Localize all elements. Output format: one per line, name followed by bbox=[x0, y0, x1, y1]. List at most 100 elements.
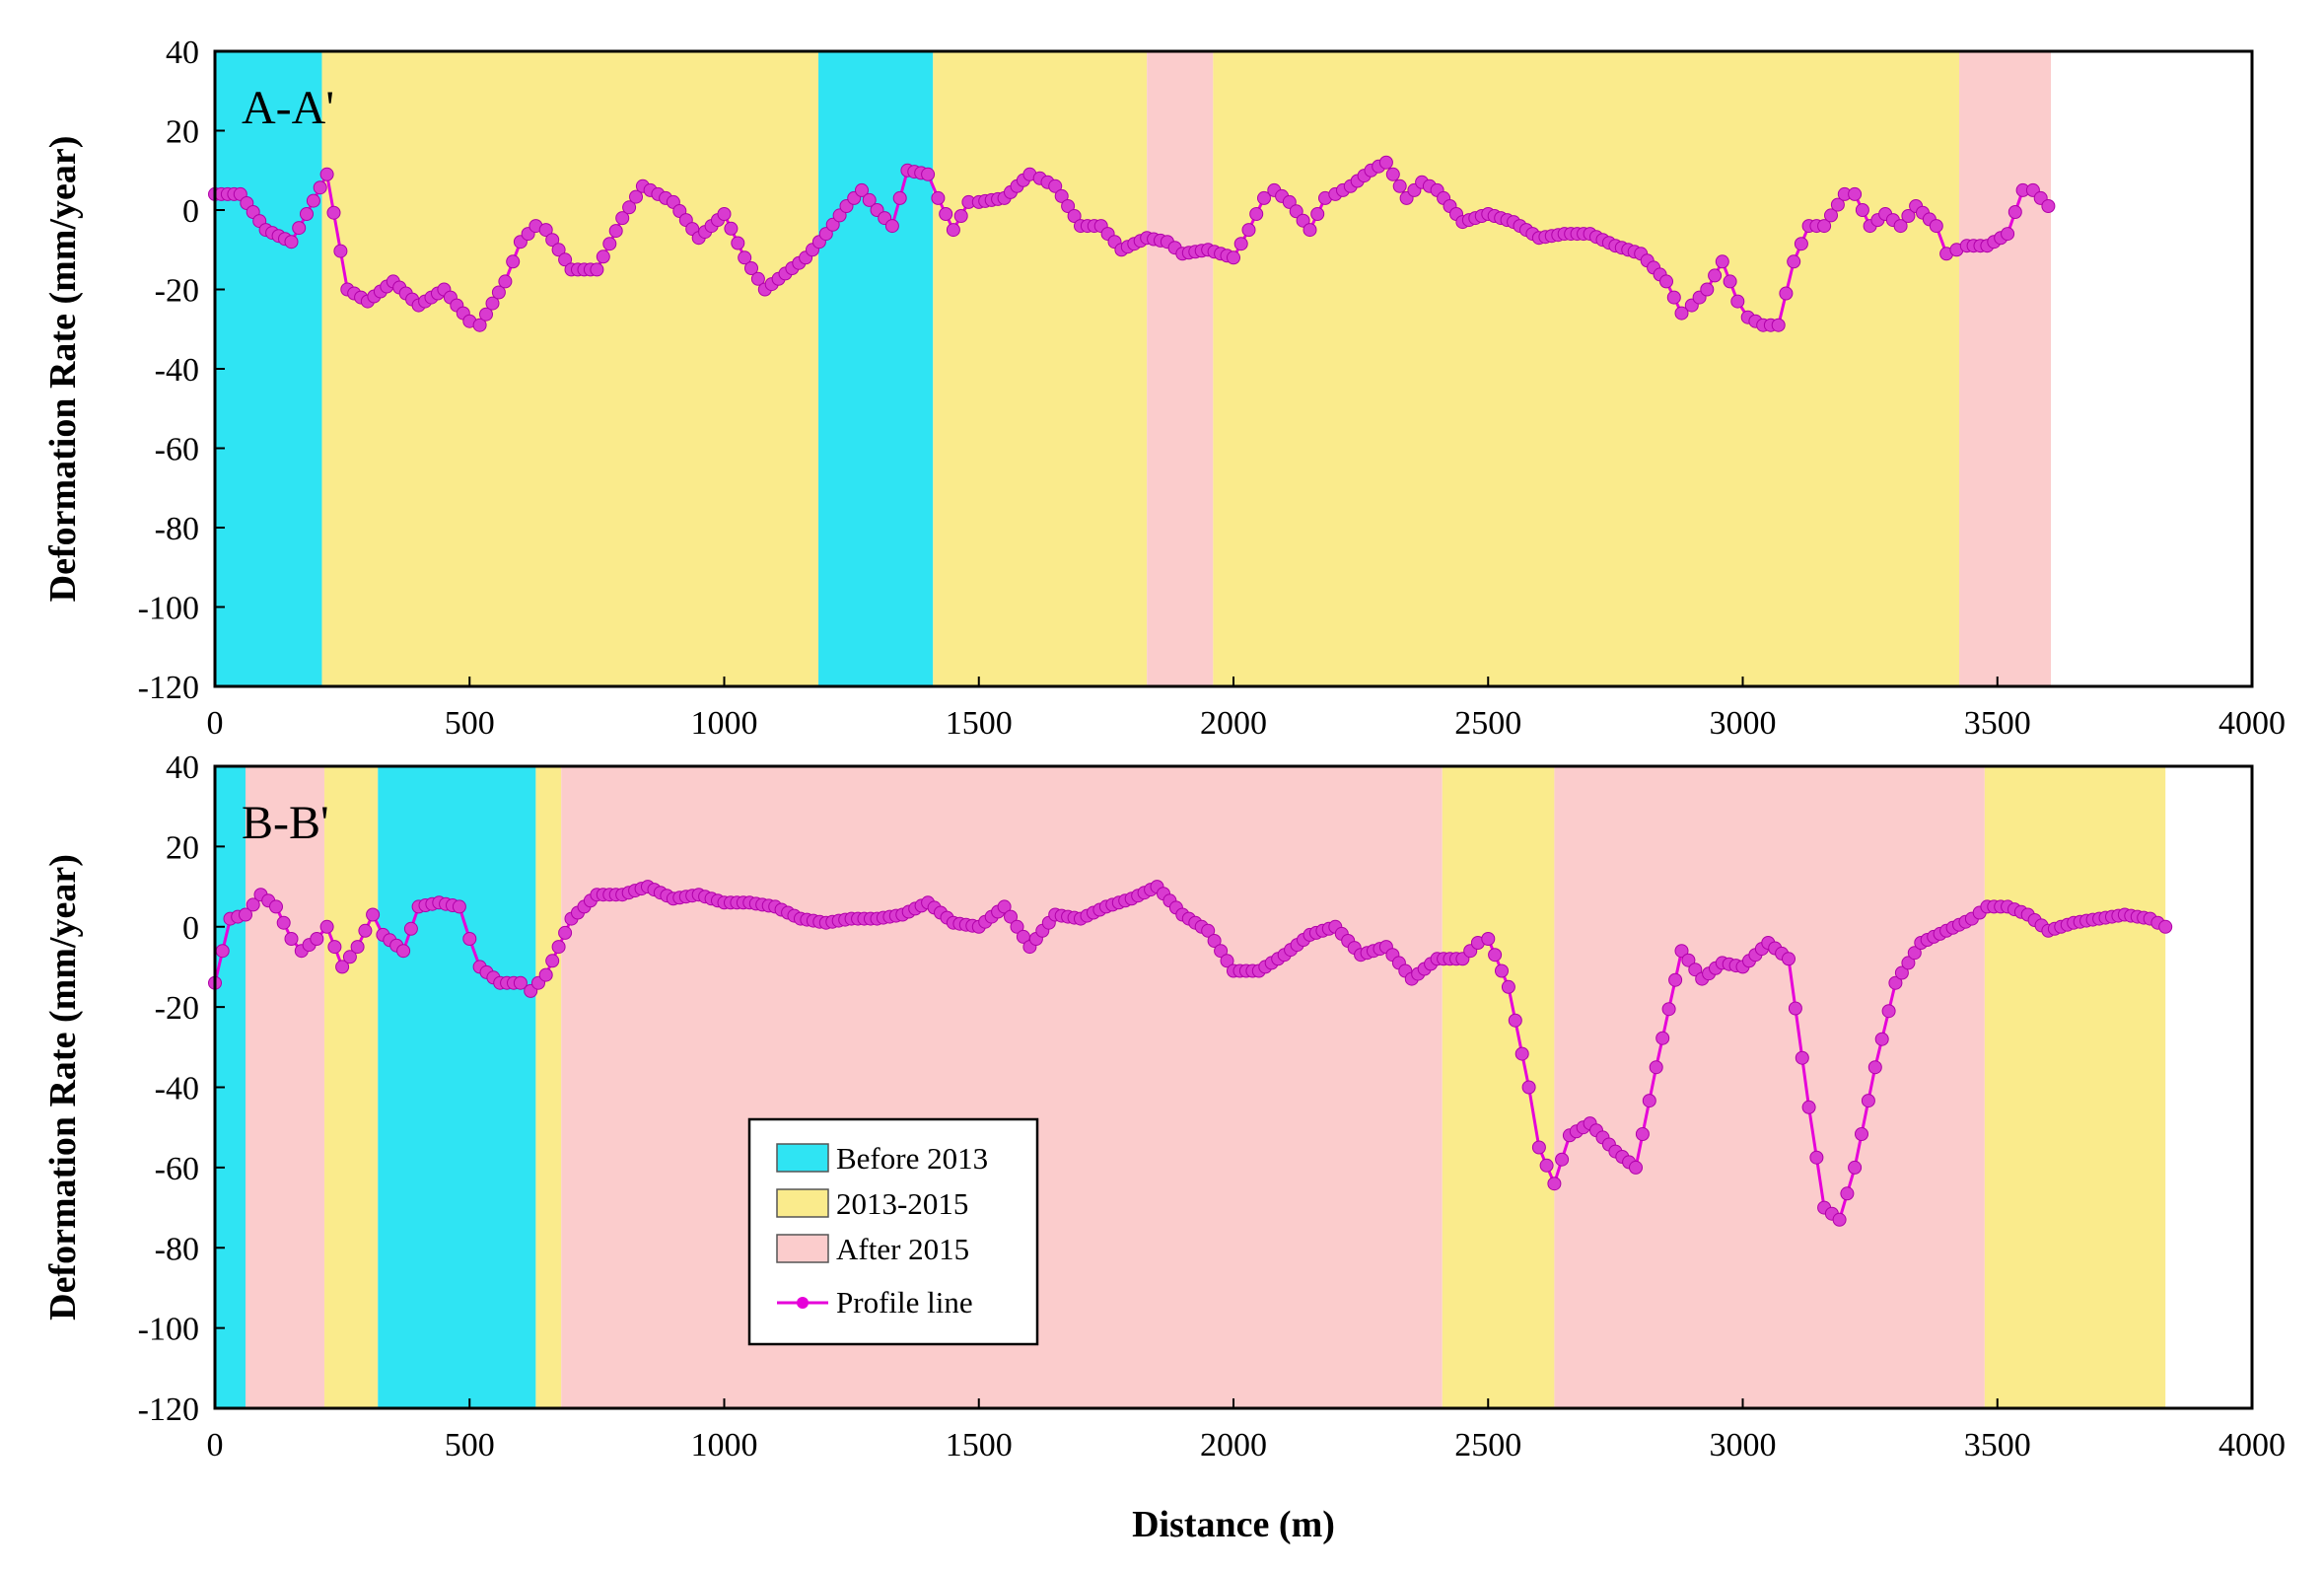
profile-point bbox=[558, 252, 573, 267]
y-tick-label: 20 bbox=[166, 114, 199, 151]
profile-point bbox=[1531, 1140, 1546, 1155]
panel-b-y-axis-title: Deformation Rate (mm/year) bbox=[42, 854, 84, 1320]
profile-point bbox=[1655, 1031, 1670, 1045]
x-tick-label: 1000 bbox=[691, 1427, 758, 1463]
profile-point bbox=[596, 250, 610, 264]
profile-point bbox=[2001, 227, 2015, 242]
profile-point bbox=[953, 209, 968, 223]
profile-point bbox=[342, 950, 357, 964]
profile-point bbox=[1054, 188, 1069, 203]
profile-point bbox=[1666, 290, 1681, 305]
profile-point bbox=[1888, 975, 1903, 990]
x-tick-label: 1500 bbox=[946, 705, 1013, 742]
legend-swatch-2013-2015 bbox=[776, 1188, 829, 1218]
profile-point bbox=[818, 227, 833, 242]
y-tick-label: 40 bbox=[166, 749, 199, 786]
profile-point bbox=[892, 190, 907, 205]
y-tick-label: 0 bbox=[182, 193, 199, 230]
profile-point bbox=[724, 221, 739, 236]
profile-point bbox=[1795, 1050, 1809, 1065]
panel-a-label: A-A' bbox=[242, 82, 334, 134]
profile-point bbox=[1907, 946, 1922, 961]
profile-point bbox=[1893, 219, 1908, 234]
legend: Before 2013 2013-2015 After 2015 Profile… bbox=[747, 1117, 1039, 1346]
x-tick-label: 3500 bbox=[1964, 705, 2031, 742]
profile-point bbox=[1061, 199, 1076, 213]
x-tick-label: 1000 bbox=[691, 705, 758, 742]
profile-point bbox=[538, 967, 553, 982]
x-tick-label: 0 bbox=[207, 1427, 224, 1463]
x-tick-label: 3500 bbox=[1964, 1427, 2031, 1463]
profile-point bbox=[479, 307, 493, 321]
panel-b-chart: 0 500 1000 1500 2000 2500 3000 3500 4000 40 20 0 -20… bbox=[42, 749, 2286, 1545]
period-band-8 bbox=[1984, 766, 2166, 1408]
profile-point bbox=[1661, 1002, 1676, 1017]
profile-point bbox=[1674, 944, 1689, 959]
profile-point bbox=[629, 189, 643, 204]
profile-point bbox=[1201, 923, 1216, 938]
profile-point bbox=[855, 182, 869, 197]
profile-point bbox=[246, 897, 260, 912]
profile-point bbox=[1521, 1080, 1536, 1095]
profile-point bbox=[1901, 956, 1916, 970]
profile-point bbox=[545, 233, 560, 248]
y-tick-label: -40 bbox=[155, 1071, 199, 1107]
profile-point bbox=[1303, 223, 1317, 238]
profile-point bbox=[1848, 1160, 1863, 1175]
y-tick-label: -40 bbox=[155, 352, 199, 389]
profile-point bbox=[1249, 207, 1264, 221]
profile-point bbox=[1771, 318, 1786, 332]
profile-point bbox=[1894, 965, 1909, 980]
period-band-6 bbox=[1442, 766, 1555, 1408]
x-tick-label: 2000 bbox=[1200, 1427, 1267, 1463]
period-band-4 bbox=[535, 766, 562, 1408]
profile-point bbox=[1495, 963, 1509, 978]
profile-point bbox=[731, 236, 745, 250]
profile-point bbox=[1514, 1046, 1529, 1061]
profile-point bbox=[319, 919, 334, 934]
profile-point bbox=[1310, 207, 1325, 221]
profile-point bbox=[717, 207, 732, 221]
profile-point bbox=[1832, 1212, 1847, 1227]
x-tick-label: 4000 bbox=[2218, 1427, 2286, 1463]
profile-point bbox=[327, 940, 342, 955]
profile-point bbox=[738, 250, 752, 265]
profile-point bbox=[403, 921, 418, 936]
profile-point bbox=[1788, 1001, 1802, 1016]
profile-point bbox=[608, 224, 623, 239]
x-tick-label: 3000 bbox=[1710, 1427, 1777, 1463]
profile-point bbox=[239, 907, 252, 922]
profile-point bbox=[538, 223, 553, 238]
profile-point bbox=[498, 274, 513, 289]
x-tick-label: 4000 bbox=[2218, 705, 2286, 742]
profile-point bbox=[1539, 1158, 1554, 1173]
profile-point bbox=[491, 285, 506, 300]
y-tick-label: 0 bbox=[182, 910, 199, 947]
profile-point bbox=[506, 254, 521, 269]
profile-point bbox=[1010, 919, 1024, 934]
panel-a-chart: 0 500 1000 1500 2000 2500 3000 3500 4000 40 20 0 -20… bbox=[42, 35, 2286, 742]
profile-point bbox=[1809, 1150, 1824, 1165]
profile-point bbox=[1635, 1127, 1650, 1141]
profile-point bbox=[545, 954, 560, 968]
profile-point bbox=[825, 217, 840, 232]
profile-point bbox=[1824, 208, 1838, 223]
x-tick-label: 500 bbox=[445, 705, 495, 742]
period-band-4 bbox=[1147, 51, 1214, 686]
profile-point bbox=[1004, 909, 1018, 924]
profile-point bbox=[946, 223, 960, 238]
profile-point bbox=[1257, 190, 1271, 205]
profile-point bbox=[1508, 1013, 1522, 1028]
period-band-7 bbox=[1554, 766, 1985, 1408]
profile-point bbox=[1547, 1177, 1562, 1191]
period-band-0 bbox=[215, 51, 322, 686]
profile-point bbox=[1782, 952, 1796, 966]
profile-point bbox=[215, 944, 230, 959]
profile-point bbox=[472, 318, 487, 332]
y-tick-label: -100 bbox=[138, 591, 199, 627]
profile-point bbox=[1901, 209, 1916, 223]
profile-point bbox=[300, 207, 314, 221]
profile-point bbox=[1481, 932, 1496, 946]
profile-point bbox=[276, 915, 291, 930]
y-tick-label: -80 bbox=[155, 1231, 199, 1267]
